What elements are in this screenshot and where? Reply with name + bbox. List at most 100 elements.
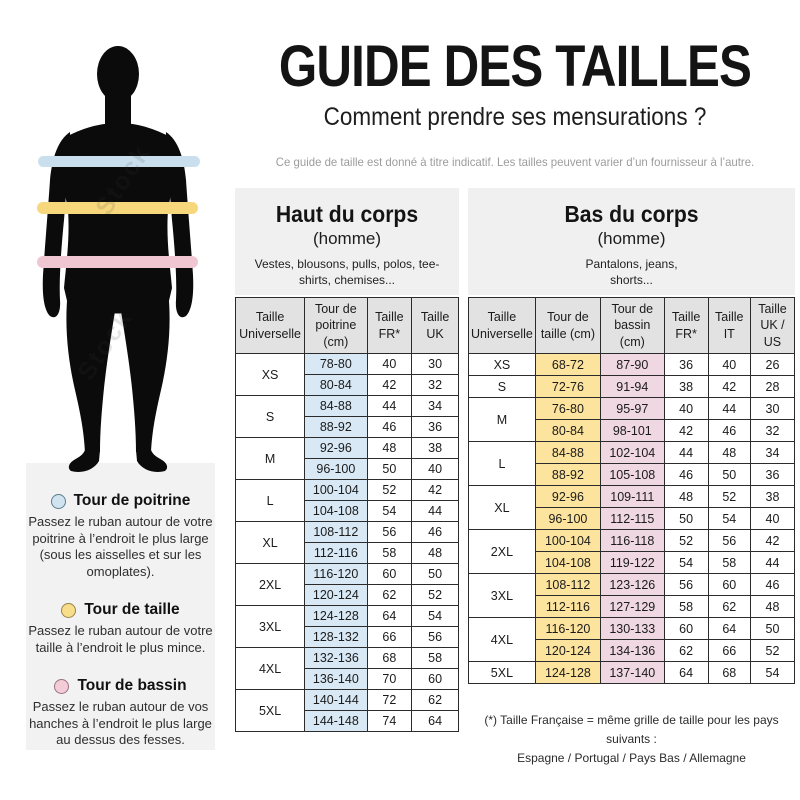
table-row: 3XL 124-128 64 54 xyxy=(234,605,459,648)
value-cell: 62 xyxy=(707,595,751,618)
value-cell: 96-100 xyxy=(534,507,602,530)
body-silhouette-figure: Stock Stock xyxy=(0,0,232,485)
value-cell: 50 xyxy=(663,507,709,530)
column-header: Taille UK xyxy=(411,297,459,354)
value-cell: 62 xyxy=(663,639,709,662)
value-cell: 40 xyxy=(749,507,796,530)
value-cell: 68-72 xyxy=(534,353,602,376)
value-cell: 87-90 xyxy=(600,353,665,376)
value-cell: 72-76 xyxy=(534,375,602,398)
upper-body-size-table: Taille Universelle Tour de poitrine (cm) T… xyxy=(234,297,459,732)
table-row: 80-84 98-101 42 46 32 xyxy=(469,419,796,442)
value-cell: 60 xyxy=(411,668,459,690)
value-cell: 78-80 xyxy=(304,353,368,375)
value-cell: 64 xyxy=(411,710,459,732)
table-row: 2XL 116-120 60 50 xyxy=(234,563,459,606)
footnote: (*) Taille Française = même grille de ta… xyxy=(468,711,795,769)
value-cell: 124-128 xyxy=(304,605,368,627)
value-cell: 92-96 xyxy=(304,437,368,459)
table-row: S 72-76 91-94 38 42 28 xyxy=(468,375,796,398)
male-silhouette-icon xyxy=(37,46,200,472)
value-cell: 46 xyxy=(411,521,459,543)
value-cell: 58 xyxy=(663,595,709,618)
footnote-line1: (*) Taille Française = même grille de ta… xyxy=(484,713,779,747)
value-cell: 127-129 xyxy=(600,595,665,618)
value-cell: 120-124 xyxy=(304,584,368,606)
size-cell: S xyxy=(468,375,536,398)
column-header: Tour de poitrine (cm) xyxy=(304,297,368,354)
table-row: 5XL 124-128 137-140 64 68 54 xyxy=(468,661,796,684)
value-cell: 38 xyxy=(749,485,796,508)
value-cell: 34 xyxy=(749,441,796,464)
size-cell: XS xyxy=(468,353,536,376)
legend-title-row: Tour de bassin xyxy=(26,677,215,695)
value-cell: 52 xyxy=(749,639,796,662)
value-cell: 112-115 xyxy=(600,507,665,530)
value-cell: 44 xyxy=(366,395,413,417)
value-cell: 136-140 xyxy=(304,668,368,690)
value-cell: 42 xyxy=(411,479,459,501)
value-cell: 40 xyxy=(411,458,459,480)
legend-item-title: Tour de poitrine xyxy=(73,492,191,509)
value-cell: 130-133 xyxy=(600,617,665,640)
chest-band-bullet-icon xyxy=(50,493,66,509)
value-cell: 56 xyxy=(663,573,709,596)
lower-body-description: Pantalons, jeans, shorts... xyxy=(585,257,678,287)
value-cell: 46 xyxy=(366,416,413,438)
value-cell: 62 xyxy=(366,584,413,606)
value-cell: 88-92 xyxy=(534,463,602,486)
value-cell: 32 xyxy=(411,374,459,396)
value-cell: 36 xyxy=(411,416,459,438)
value-cell: 32 xyxy=(749,419,796,442)
value-cell: 119-122 xyxy=(600,551,665,574)
upper-body-card-header: Haut du corps (homme) Vestes, blousons, … xyxy=(235,188,459,295)
page-subtitle: Comment prendre ses mensurations ? xyxy=(323,103,707,131)
size-cell: 3XL xyxy=(234,605,306,648)
table-row: 144-148 74 64 xyxy=(236,710,459,732)
value-cell: 50 xyxy=(749,617,796,640)
size-cell: 4XL xyxy=(468,617,536,662)
value-cell: 46 xyxy=(663,463,709,486)
table-row: 104-108 54 44 xyxy=(236,500,459,522)
value-cell: 72 xyxy=(366,689,413,711)
value-cell: 42 xyxy=(707,375,751,398)
value-cell: 80-84 xyxy=(304,374,368,396)
value-cell: 48 xyxy=(411,542,459,564)
value-cell: 34 xyxy=(411,395,459,417)
table-row: 4XL 116-120 130-133 60 64 50 xyxy=(468,617,796,662)
value-cell: 116-120 xyxy=(304,563,368,585)
value-cell: 76-80 xyxy=(534,397,602,420)
hip-band-bullet-icon xyxy=(54,678,70,694)
value-cell: 56 xyxy=(366,521,413,543)
value-cell: 116-118 xyxy=(600,529,665,552)
value-cell: 62 xyxy=(411,689,459,711)
value-cell: 137-140 xyxy=(600,661,665,684)
value-cell: 46 xyxy=(749,573,796,596)
table-row: XS 78-80 40 30 xyxy=(234,353,459,396)
column-header: Tour de bassin (cm) xyxy=(600,297,665,354)
value-cell: 88-92 xyxy=(304,416,368,438)
value-cell: 124-128 xyxy=(534,661,602,684)
value-cell: 54 xyxy=(411,605,459,627)
legend-item-text: Passez le ruban autour de votre taille à… xyxy=(28,623,213,655)
value-cell: 64 xyxy=(707,617,751,640)
value-cell: 108-112 xyxy=(304,521,368,543)
value-cell: 30 xyxy=(411,353,459,375)
legend-item-bassin: Tour de bassin Passez le ruban autour de… xyxy=(26,677,215,749)
value-cell: 104-108 xyxy=(534,551,602,574)
value-cell: 70 xyxy=(366,668,413,690)
value-cell: 58 xyxy=(707,551,751,574)
column-header: Taille FR* xyxy=(366,297,413,354)
value-cell: 95-97 xyxy=(600,397,665,420)
upper-body-gender: (homme) xyxy=(312,229,381,248)
value-cell: 96-100 xyxy=(304,458,368,480)
lower-body-card-header: Bas du corps (homme) Pantalons, jeans, s… xyxy=(468,188,795,295)
value-cell: 68 xyxy=(366,647,413,669)
upper-body-card: Haut du corps (homme) Vestes, blousons, … xyxy=(234,188,459,732)
measurement-legend: Tour de poitrine Passez le ruban autour … xyxy=(26,463,215,749)
legend-item-poitrine: Tour de poitrine Passez le ruban autour … xyxy=(26,492,215,580)
value-cell: 42 xyxy=(749,529,796,552)
value-cell: 48 xyxy=(707,441,751,464)
legend-item-title: Tour de bassin xyxy=(77,677,187,694)
value-cell: 140-144 xyxy=(304,689,368,711)
